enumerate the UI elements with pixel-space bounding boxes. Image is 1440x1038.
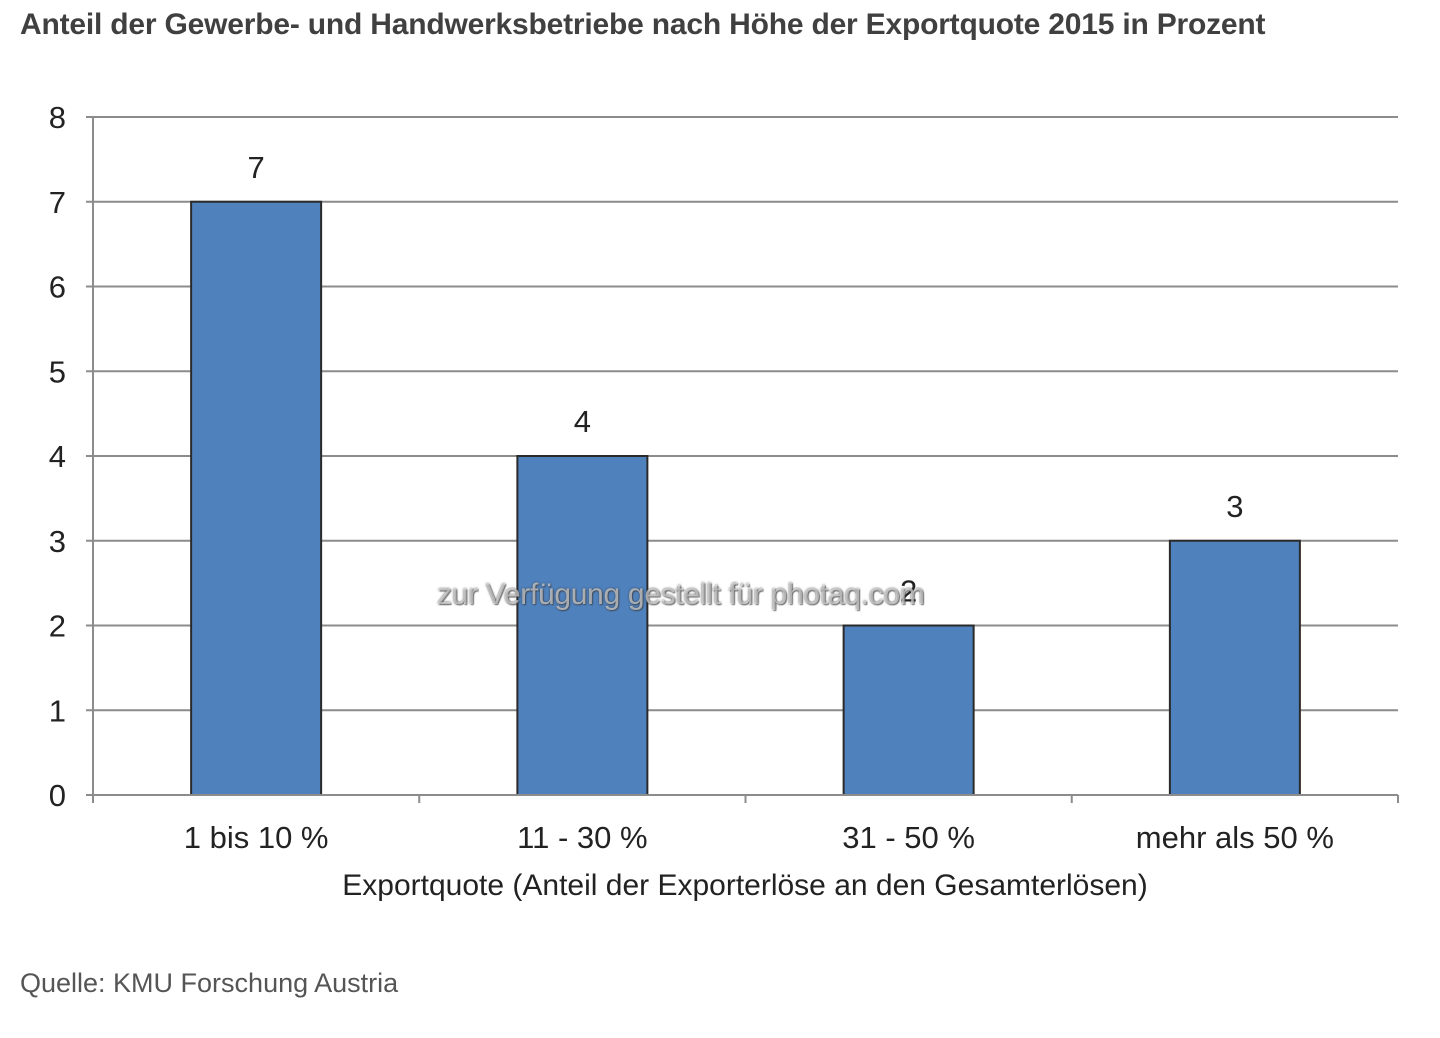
x-tick-label: 31 - 50 % — [842, 820, 975, 855]
watermark-text: zur Verfügung gestellt für photaq.com — [437, 578, 925, 611]
x-axis-title: Exportquote (Anteil der Exporterlöse an … — [342, 869, 1147, 902]
source-note: Quelle: KMU Forschung Austria — [20, 968, 399, 998]
bar — [842, 624, 975, 796]
y-tick-label: 8 — [49, 100, 66, 135]
y-tick-label: 5 — [49, 354, 66, 389]
labels: 0 1 2 3 4 5 6 7 8 7 1 bis 10 % 4 11 - 30 % 2 31 - 50 %… — [49, 100, 1334, 855]
bar — [516, 455, 649, 796]
y-tick-label: 2 — [49, 609, 66, 644]
bar — [1168, 539, 1301, 796]
y-tick-label: 3 — [49, 524, 66, 559]
chart-title: Anteil der Gewerbe- und Handwerksbetrieb… — [20, 8, 1266, 41]
data-label: 3 — [1226, 489, 1243, 524]
y-tick-label: 1 — [49, 693, 66, 728]
x-tick-label: 1 bis 10 % — [184, 820, 329, 855]
data-label: 4 — [574, 404, 591, 439]
data-label: 2 — [900, 574, 917, 609]
x-tick-label: mehr als 50 % — [1136, 820, 1334, 855]
y-tick-label: 7 — [49, 185, 66, 220]
bars — [190, 200, 1301, 796]
y-tick-label: 6 — [49, 270, 66, 305]
axes — [86, 116, 1399, 803]
x-tick-label: 11 - 30 % — [517, 820, 647, 855]
y-tick-label: 4 — [49, 439, 66, 474]
bar — [190, 200, 323, 796]
data-label: 7 — [248, 150, 265, 185]
y-tick-label: 0 — [49, 778, 66, 813]
